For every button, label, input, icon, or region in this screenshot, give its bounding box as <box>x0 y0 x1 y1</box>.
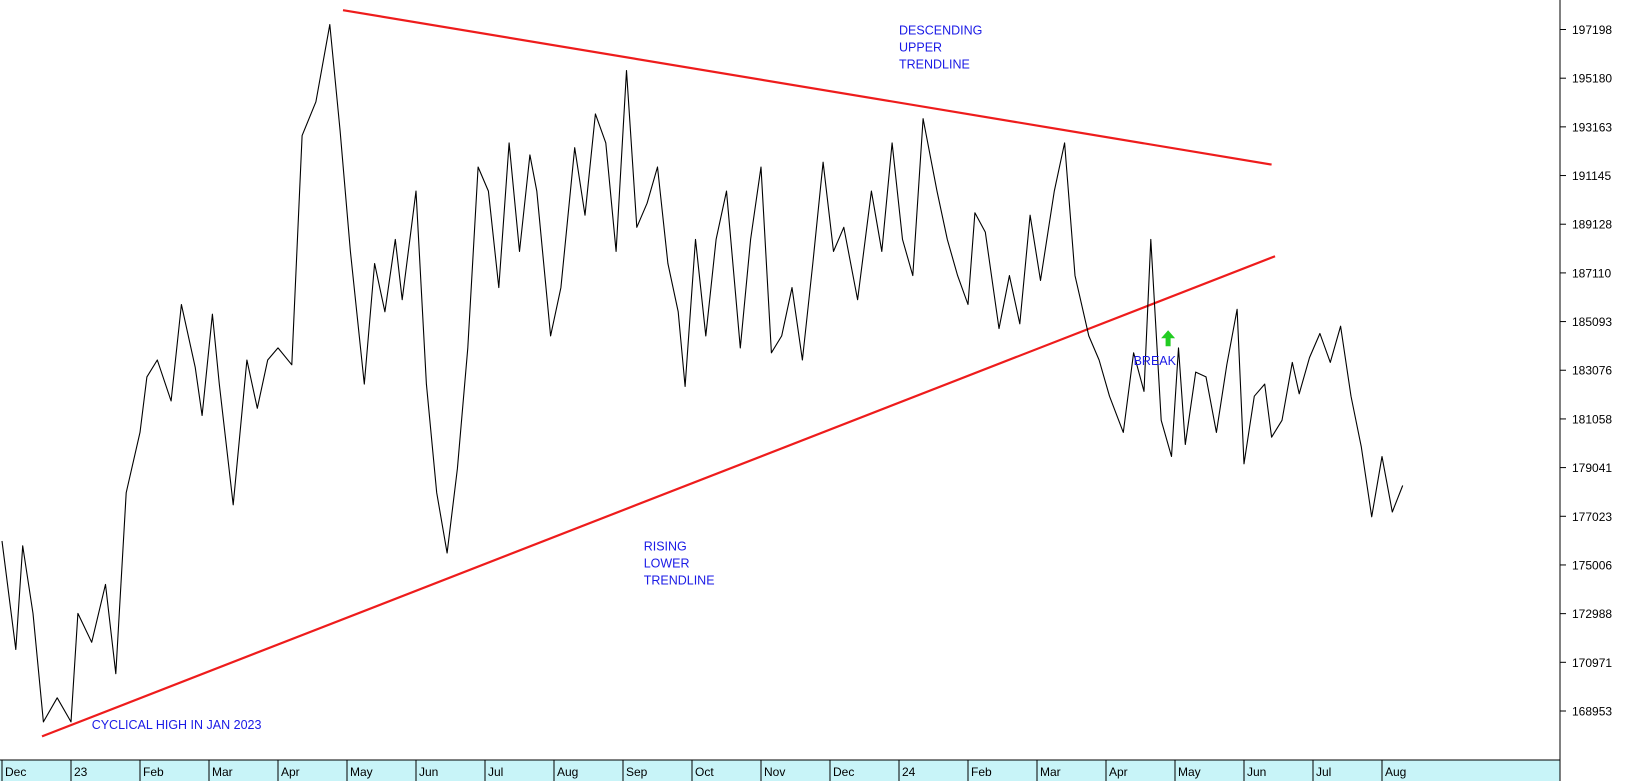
y-tick-label: 175006 <box>1572 558 1612 572</box>
annotation-text: RISING <box>644 540 687 554</box>
y-tick-label: 191145 <box>1572 169 1611 183</box>
markers <box>1161 330 1176 347</box>
x-tick-label: Oct <box>695 765 714 779</box>
x-tick-label: Mar <box>212 765 233 779</box>
annotation-text: BREAK <box>1134 354 1177 368</box>
x-tick-label: Jun <box>419 765 438 779</box>
y-tick-label: 183076 <box>1572 364 1612 378</box>
y-tick-label: 172988 <box>1572 607 1612 621</box>
trendline <box>342 9 1272 166</box>
trendline <box>41 255 1276 738</box>
y-axis-ticks: 168953 170971 172988 175006 177023 179041 1810… <box>1560 23 1612 719</box>
x-tick-label: Feb <box>971 765 992 779</box>
x-tick-label: Jun <box>1247 765 1266 779</box>
annotation-text: TRENDLINE <box>644 574 715 588</box>
x-tick-label: Apr <box>281 765 300 779</box>
price-series <box>1 24 1404 723</box>
y-tick-label: 181058 <box>1572 412 1612 426</box>
y-tick-label: 195180 <box>1572 72 1612 86</box>
annotation-text: DESCENDING <box>899 23 982 37</box>
x-tick-label: Jul <box>488 765 503 779</box>
plot-background <box>0 0 1560 760</box>
x-tick-label: Aug <box>557 765 578 779</box>
x-tick-label: Jul <box>1316 765 1331 779</box>
y-tick-label: 185093 <box>1572 315 1612 329</box>
y-tick-label: 193163 <box>1572 120 1612 134</box>
price-line <box>1 24 1404 723</box>
x-tick-label: Aug <box>1385 765 1406 779</box>
y-tick-label: 170971 <box>1572 656 1612 670</box>
annotation-text: CYCLICAL HIGH IN JAN 2023 <box>92 718 262 732</box>
x-tick-label: Nov <box>764 765 785 779</box>
x-tick-label: Dec <box>5 765 26 779</box>
x-tick-label: 24 <box>902 765 916 779</box>
x-tick-label: Apr <box>1109 765 1128 779</box>
trendlines <box>41 9 1276 738</box>
x-tick-label: Dec <box>833 765 854 779</box>
x-tick-label: Mar <box>1040 765 1061 779</box>
x-tick-label: Sep <box>626 765 648 779</box>
x-axis-ticks: Dec 23 Feb Mar Apr May Jun Jul Aug Sep Oct Nov Dec 24… <box>1 760 1406 781</box>
x-tick-label: Feb <box>143 765 164 779</box>
break-arrow-icon <box>1161 330 1176 347</box>
x-tick-label: May <box>1178 765 1201 779</box>
time-axis-band <box>0 760 1560 781</box>
annotation-text: TRENDLINE <box>899 57 970 71</box>
y-tick-label: 187110 <box>1572 266 1611 280</box>
y-tick-label: 168953 <box>1572 705 1612 719</box>
annotation-text: UPPER <box>899 40 942 54</box>
annotations: DESCENDING UPPER TRENDLINE RISING LOWER TREND… <box>92 23 1177 732</box>
y-tick-label: 197198 <box>1572 23 1612 37</box>
y-tick-label: 189128 <box>1572 218 1612 232</box>
x-tick-label: 23 <box>74 765 88 779</box>
annotation-text: LOWER <box>644 557 690 571</box>
x-tick-label: May <box>350 765 373 779</box>
y-tick-label: 177023 <box>1572 510 1612 524</box>
y-tick-label: 179041 <box>1572 461 1612 475</box>
